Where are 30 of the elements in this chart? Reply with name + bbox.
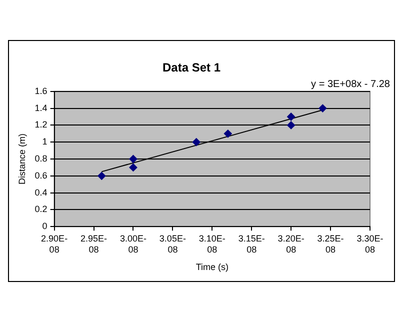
y-tick-label: 1.4 [34,102,48,113]
x-tick-label: 3.15E-08 [238,233,265,254]
x-tick-label: 3.25E-08 [317,233,344,254]
x-tick-label: 3.05E-08 [159,233,186,254]
y-tick-label: 0.4 [34,187,48,198]
x-tick-label: 3.00E-08 [120,233,146,254]
point [287,121,296,130]
x-tick-label: 3.30E-08 [356,233,384,254]
x-tick-label: 3.10E-08 [198,233,226,254]
point [98,172,106,180]
y-tick-label: 1.6 [34,86,48,96]
point [318,104,327,112]
y-tick-label: 0.6 [34,170,48,180]
text: y = 3E+08x - 7.28 [311,79,390,90]
point [287,112,296,121]
y-tick-label: 0 [42,221,48,232]
y-tick-label: 0.8 [34,153,48,164]
chart-title: Data Set 1 [162,60,221,75]
x-tick-label: 3.20E-08 [278,233,304,254]
x-tick-label: 2.90E-08 [41,233,68,254]
x-axis-title: Time (s) [196,262,228,272]
y-tick-label: 0.2 [34,204,48,214]
y-axis-title: Distance (m) [16,133,27,185]
y-tick-label: 1 [42,136,48,147]
point [129,163,138,172]
x-tick-label: 2.95E-08 [80,233,108,254]
point [129,155,138,163]
point [192,138,200,146]
y-tick-label: 1.2 [34,120,48,130]
point [224,130,232,138]
